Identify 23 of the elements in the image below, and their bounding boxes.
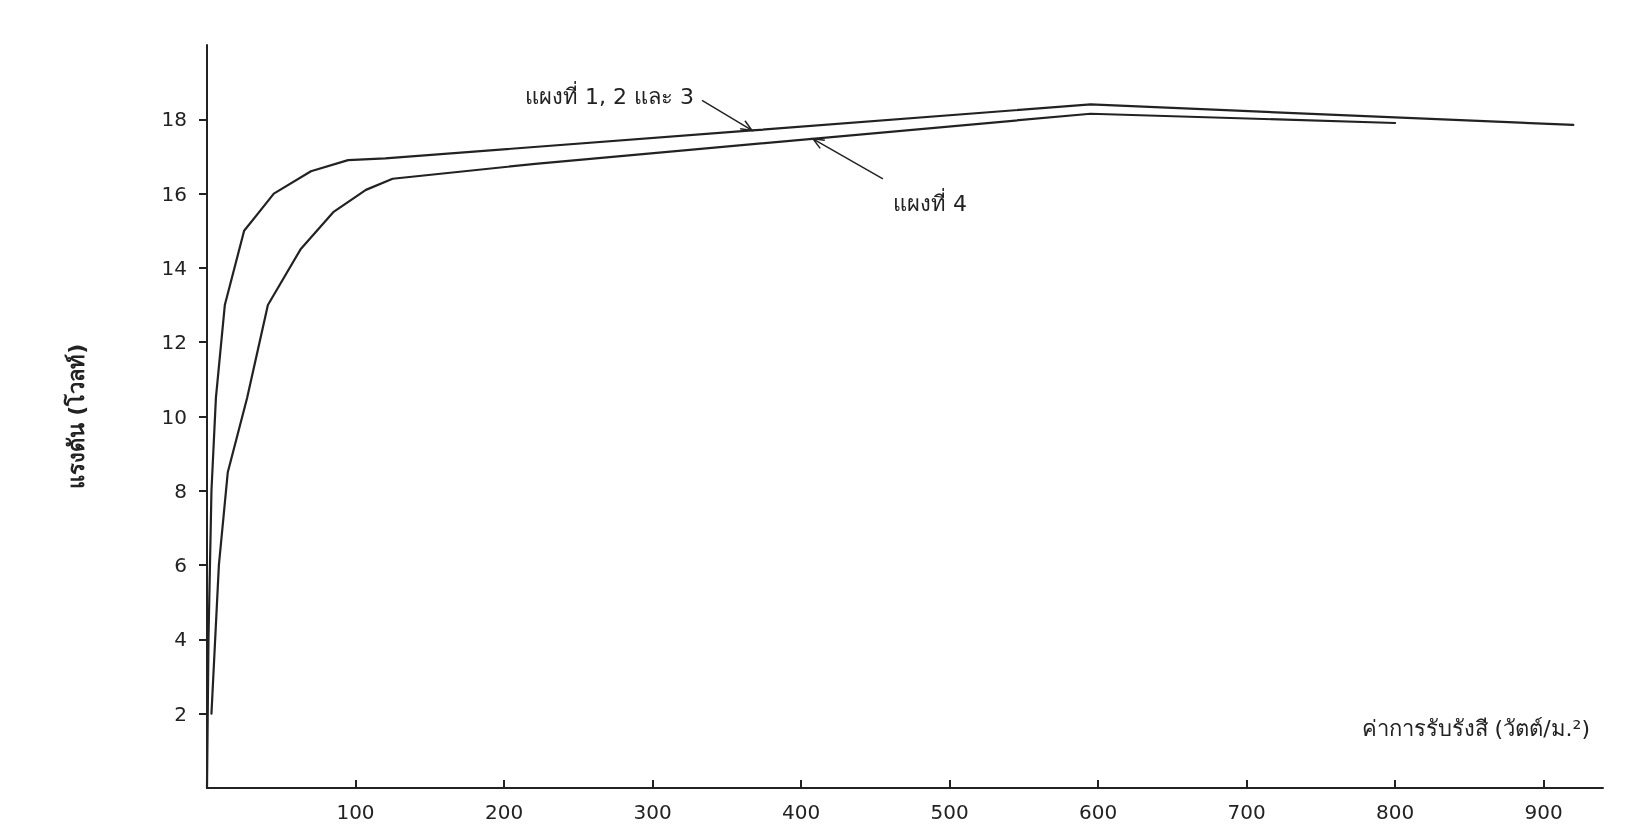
text: แผงที่ 4 <box>892 188 967 217</box>
x-tick-label: 600 <box>1078 800 1118 824</box>
y-tick-label: 8 <box>174 478 187 503</box>
y-tick-label: 16 <box>161 181 187 206</box>
y-tick-label: 12 <box>161 330 187 355</box>
y-tick-label: 6 <box>174 553 187 578</box>
x-tick-label: 200 <box>484 800 524 824</box>
x-tick-label: 400 <box>781 800 821 824</box>
x-tick-label: 100 <box>336 800 375 824</box>
x-tick-label: 300 <box>633 800 672 824</box>
x-axis-title: ค่าการรับรังสี (วัตต์/ม.²) <box>1361 715 1591 741</box>
line-series <box>210 112 1397 715</box>
x-tick-label: 700 <box>1227 800 1266 824</box>
x-tick-label: 900 <box>1524 800 1563 824</box>
y-tick-label: 4 <box>174 627 187 652</box>
y-tick-label: 2 <box>174 701 187 726</box>
x-tick-label: 500 <box>930 800 969 824</box>
x-tick-label: 800 <box>1375 800 1415 824</box>
y-axis-title: แรงดัน (โวลท์) <box>62 343 89 490</box>
y-tick-label: 14 <box>161 255 187 280</box>
y-tick-label: 18 <box>161 107 187 132</box>
series-label: แผงที่ 1, 2 และ 3 <box>525 80 695 109</box>
y-tick-label: 10 <box>161 404 187 429</box>
